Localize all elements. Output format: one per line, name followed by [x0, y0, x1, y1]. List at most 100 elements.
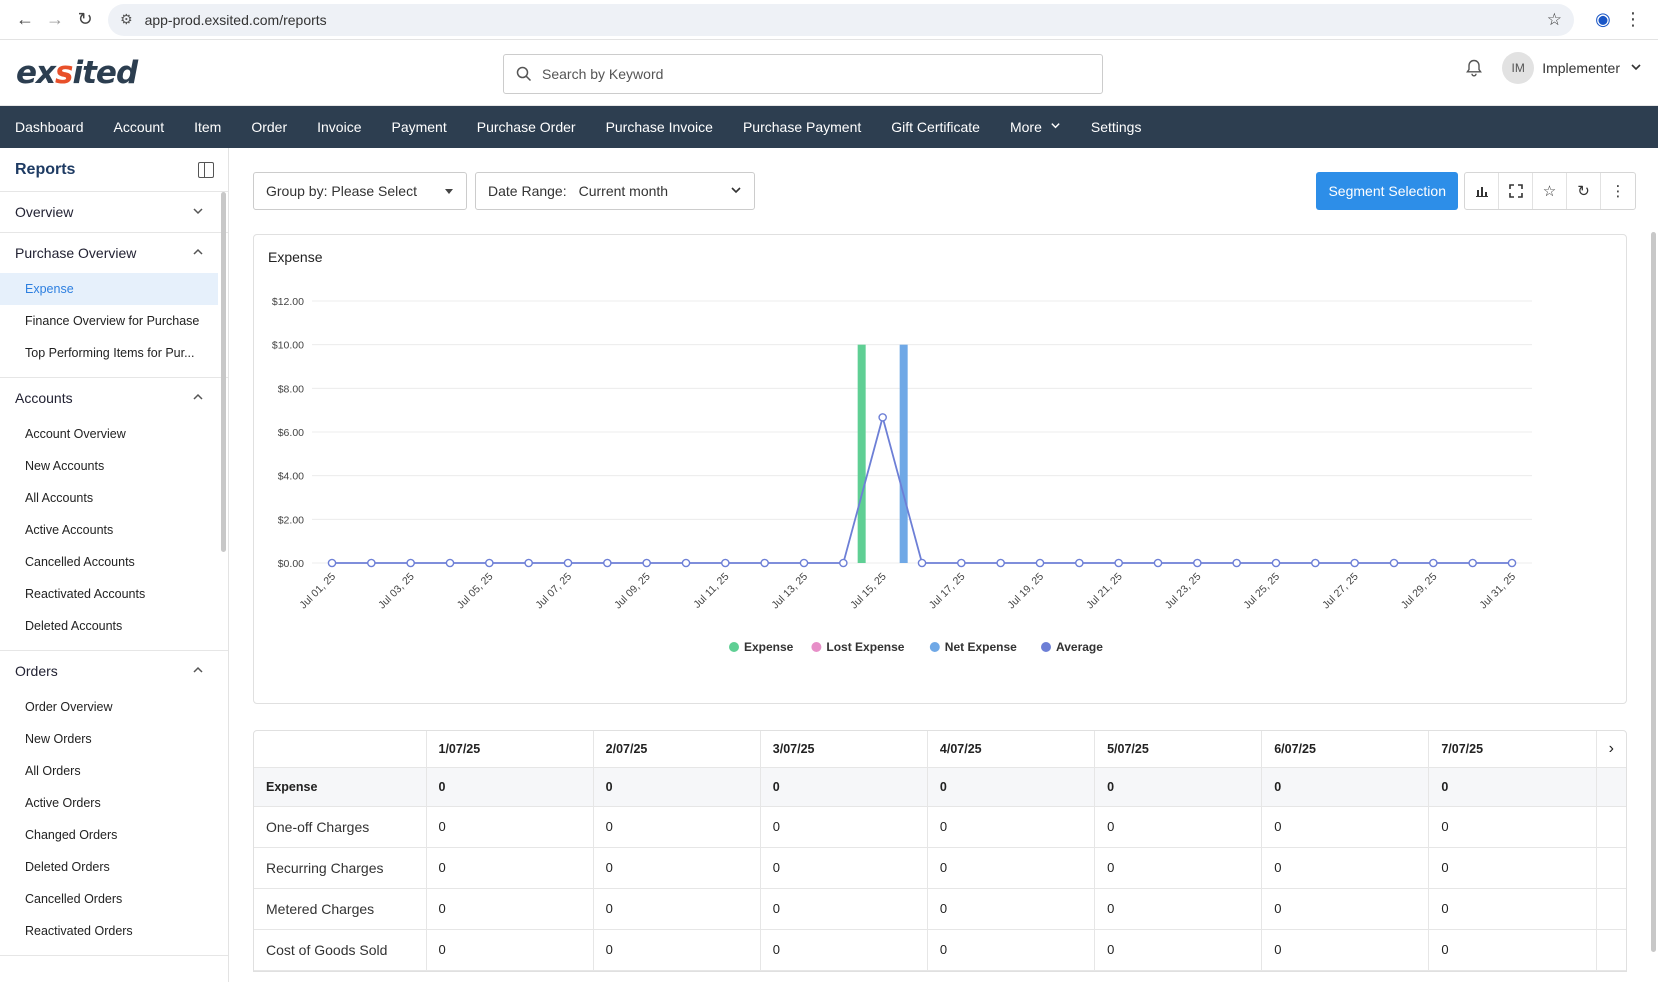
sidebar-item-top-performing-items[interactable]: Top Performing Items for Pur... — [25, 346, 195, 360]
table-cell-blank — [1596, 888, 1626, 930]
table-cell: 0 — [760, 847, 928, 889]
logo-text-right: ited — [72, 54, 138, 91]
legend-entry: Expense — [744, 640, 794, 654]
point-average — [367, 558, 376, 568]
back-arrow-icon[interactable]: ← — [16, 9, 34, 29]
sidebar-item-new-orders[interactable]: New Orders — [25, 732, 92, 746]
sidebar-section-header[interactable]: Accounts — [0, 378, 228, 418]
logo-text-left: ex — [16, 54, 56, 91]
sidebar-item-reactivated-orders[interactable]: Reactivated Orders — [25, 924, 133, 938]
group-by-select[interactable]: Group by: Please Select — [253, 172, 467, 210]
sidebar-scrollbar[interactable] — [221, 192, 226, 552]
more-options-icon[interactable]: ⋮ — [1610, 183, 1626, 200]
x-tick-label: Jul 17, 25 — [927, 571, 968, 612]
sidebar-item-cancelled-accounts[interactable]: Cancelled Accounts — [25, 555, 135, 569]
sidebar-section-accounts: Accounts Account Overview New Accounts A… — [0, 378, 228, 651]
url-text[interactable]: app-prod.exsited.com/reports — [144, 11, 327, 28]
sidebar-section-header[interactable]: Purchase Overview — [0, 233, 228, 273]
user-name[interactable]: Implementer — [1542, 60, 1620, 76]
sidebar-collapse-icon[interactable] — [198, 161, 214, 178]
point-average — [1429, 558, 1438, 568]
x-tick-label: Jul 29, 25 — [1399, 571, 1440, 612]
point-average — [1271, 558, 1281, 568]
notification-bell-icon[interactable] — [1464, 58, 1484, 78]
nav-more[interactable]: More — [995, 106, 1076, 148]
point-average — [917, 558, 927, 568]
forward-arrow-icon[interactable]: → — [46, 9, 64, 29]
nav-purchase-invoice[interactable]: Purchase Invoice — [605, 119, 713, 135]
sidebar-item-all-accounts[interactable]: All Accounts — [25, 491, 94, 505]
nav-item[interactable]: Item — [194, 119, 222, 135]
bookmark-star-icon[interactable]: ☆ — [1546, 9, 1562, 29]
nav-account[interactable]: Account — [113, 119, 165, 135]
nav-dashboard[interactable]: Dashboard — [15, 119, 84, 135]
chevron-up-icon — [192, 391, 204, 406]
sidebar-item-cancelled-orders[interactable]: Cancelled Orders — [25, 892, 123, 906]
line-average — [332, 413, 1512, 564]
x-tick-label: Jul 01, 25 — [297, 571, 338, 612]
sidebar-item-all-orders[interactable]: All Orders — [25, 764, 81, 778]
table-row: Recurring Charges 0 0 0 0 0 0 0 — [254, 847, 1626, 889]
main-scrollbar[interactable] — [1651, 232, 1656, 952]
nav-invoice[interactable]: Invoice — [317, 119, 362, 135]
segment-selection-button[interactable]: Segment Selection — [1316, 172, 1458, 210]
sidebar-item-deleted-accounts[interactable]: Deleted Accounts — [25, 619, 123, 633]
reload-icon[interactable]: ↻ — [77, 9, 93, 29]
sidebar-item-order-overview[interactable]: Order Overview — [25, 700, 113, 714]
nav-settings[interactable]: Settings — [1090, 119, 1142, 135]
table-row: Expense 0 0 0 0 0 0 0 — [254, 767, 1626, 807]
legend-swatch — [929, 642, 940, 652]
table-cell-blank — [1596, 929, 1626, 971]
bar-expense — [857, 344, 866, 563]
point-average — [1075, 558, 1084, 568]
x-tick-label: Jul 27, 25 — [1320, 571, 1361, 612]
sidebar-item-account-overview[interactable]: Account Overview — [25, 427, 126, 441]
fullscreen-icon[interactable] — [1499, 173, 1533, 209]
sidebar-section-header[interactable]: Orders — [0, 651, 228, 691]
point-average — [1153, 558, 1163, 568]
sidebar-item-new-accounts[interactable]: New Accounts — [25, 459, 105, 473]
table-cell: 0 — [1428, 929, 1597, 971]
point-average — [760, 558, 769, 568]
browser-menu-icon[interactable]: ⋮ — [1624, 9, 1642, 29]
user-menu-chevron-icon[interactable] — [1630, 61, 1642, 76]
nav-payment[interactable]: Payment — [391, 119, 447, 135]
exsited-logo[interactable]: exsited — [16, 55, 176, 91]
date-range-value: Current month — [578, 183, 669, 199]
sidebar-item-active-orders[interactable]: Active Orders — [25, 796, 101, 810]
sidebar-item-changed-orders[interactable]: Changed Orders — [25, 828, 118, 842]
point-average — [327, 558, 337, 568]
logo-mark: s — [55, 54, 73, 91]
sidebar-item-reactivated-accounts[interactable]: Reactivated Accounts — [25, 587, 146, 601]
table-cell: 0 — [593, 767, 761, 807]
avatar[interactable]: IM — [1502, 52, 1535, 84]
sidebar-item-deleted-orders[interactable]: Deleted Orders — [25, 860, 110, 874]
nav-gift-certificate[interactable]: Gift Certificate — [891, 119, 980, 135]
table-cell: 0 — [1094, 929, 1263, 971]
nav-purchase-order[interactable]: Purchase Order — [476, 119, 576, 135]
legend-entry: Average — [1056, 640, 1103, 654]
point-average — [1193, 558, 1202, 568]
site-settings-icon[interactable]: ⚙ — [120, 11, 133, 27]
address-bar[interactable]: ⚙ app-prod.exsited.com/reports ☆ — [108, 3, 1574, 36]
sidebar-item-finance-overview-purchase[interactable]: Finance Overview for Purchase — [25, 314, 200, 328]
table-cell: 0 — [593, 888, 761, 930]
table-cell: 0 — [1261, 767, 1430, 807]
next-columns-chevron-icon[interactable]: › — [1596, 731, 1626, 768]
nav-order[interactable]: Order — [251, 119, 288, 135]
nav-purchase-payment[interactable]: Purchase Payment — [742, 119, 862, 135]
date-range-select[interactable]: Date Range: Current month — [475, 172, 755, 210]
favorite-star-icon[interactable]: ☆ — [1533, 173, 1567, 209]
table-cell: 0 — [927, 929, 1096, 971]
sidebar-section-label: Purchase Overview — [15, 245, 137, 261]
search-input[interactable] — [542, 66, 1090, 82]
sidebar-item-active-accounts[interactable]: Active Accounts — [25, 523, 114, 537]
expense-chart: $0.00 $2.00 $4.00 $6.00 $8.00 $10.00 $12.00 Jul… — [272, 296, 1532, 654]
chart-type-icon[interactable] — [1465, 173, 1499, 209]
profile-icon[interactable]: ◉ — [1595, 9, 1611, 29]
sidebar-section-header[interactable]: Overview — [0, 192, 228, 232]
sidebar-item-expense[interactable]: Expense — [0, 273, 218, 305]
table-cell: 0 — [1428, 847, 1597, 889]
table-cell: 0 — [426, 929, 594, 971]
refresh-icon[interactable]: ↻ — [1567, 173, 1601, 209]
